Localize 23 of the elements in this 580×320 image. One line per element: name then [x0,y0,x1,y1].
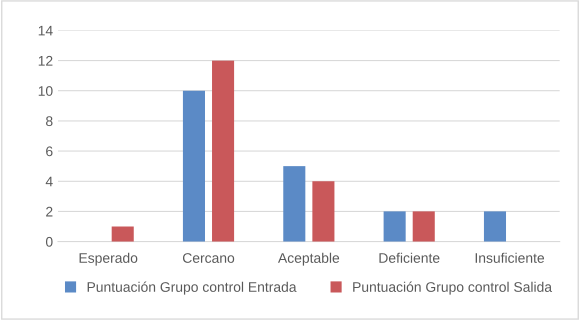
y-tick-label: 4 [46,176,53,186]
legend-label: Puntuación Grupo control Salida [353,282,552,295]
x-tick-label: Aceptable [278,252,340,266]
bar [312,181,334,242]
bar [384,211,406,242]
x-tick-label: Esperado [80,252,138,266]
bar [412,211,435,242]
y-tick-label: 10 [38,86,53,96]
x-tick-label: Cercano [182,253,234,263]
bar [283,166,306,242]
bar [112,226,134,242]
x-tick-label: Deficiente [379,252,440,263]
bar [212,60,234,242]
y-tick-label: 14 [38,26,53,36]
legend-label: Puntuación Grupo control Entrada [88,282,297,295]
x-tick-label: Insuficiente [476,252,544,263]
y-tick-label: 2 [46,206,52,216]
bar [484,211,506,242]
y-tick-label: 0 [46,236,53,247]
y-tick-label: 6 [46,146,53,156]
y-tick-label: 8 [46,116,53,126]
bar [182,90,205,242]
y-tick-label: 12 [38,56,52,66]
